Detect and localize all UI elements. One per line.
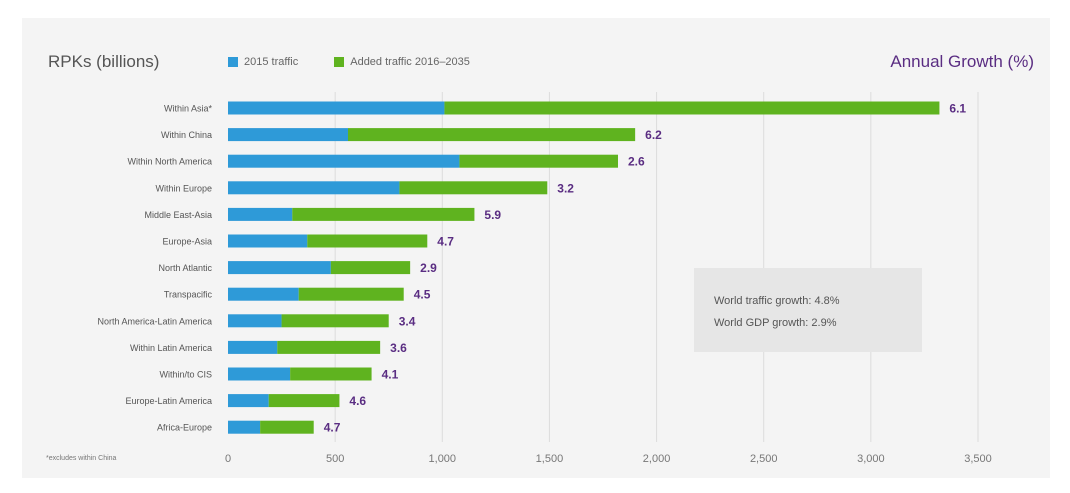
bar-segment-added — [290, 367, 372, 381]
y-axis-label: RPKs (billions) — [48, 52, 160, 71]
bar-segment-2015 — [228, 420, 261, 434]
bar-segment-2015 — [228, 314, 282, 328]
growth-label: 3.6 — [390, 341, 407, 355]
category-label: Transpacific — [164, 290, 213, 300]
x-tick-label: 1,000 — [429, 453, 457, 465]
bar-segment-added — [330, 261, 411, 275]
bar-segment-added — [444, 101, 940, 115]
bar-segment-added — [459, 154, 618, 168]
growth-label: 4.7 — [437, 235, 454, 249]
x-tick-label: 500 — [326, 453, 344, 465]
x-tick-label: 0 — [225, 453, 231, 465]
growth-label: 2.6 — [628, 155, 645, 169]
x-tick-label: 2,000 — [643, 453, 671, 465]
x-tick-label: 3,000 — [857, 453, 885, 465]
legend-swatch-added — [334, 57, 345, 67]
category-label: Within China — [161, 130, 212, 140]
category-label: Within North America — [127, 157, 212, 167]
category-label: Within Asia* — [164, 104, 213, 114]
growth-label: 6.1 — [949, 102, 966, 116]
growth-label: 4.6 — [349, 394, 366, 408]
category-label: Europe-Latin America — [125, 396, 212, 406]
x-tick-label: 1,500 — [536, 453, 564, 465]
category-label: North Atlantic — [158, 263, 212, 273]
category-label: North America-Latin America — [97, 316, 212, 326]
world-gdp-growth: World GDP growth: 2.9% — [714, 317, 837, 329]
bar-segment-2015 — [228, 261, 331, 275]
bar-segment-added — [399, 181, 548, 195]
bar-segment-2015 — [228, 234, 308, 248]
legend-item-added: Added traffic 2016–2035 — [334, 56, 470, 68]
bar-segment-added — [277, 340, 381, 354]
growth-label: 4.7 — [324, 421, 341, 435]
bar-segment-2015 — [228, 340, 278, 354]
bar-segment-2015 — [228, 207, 293, 221]
category-label: Within Europe — [155, 183, 212, 193]
footnote: *excludes within China — [46, 455, 117, 462]
growth-label: 3.4 — [399, 314, 416, 328]
bar-segment-added — [348, 128, 636, 142]
category-label: Africa-Europe — [157, 423, 212, 433]
bar-segment-added — [307, 234, 428, 248]
chart-card — [22, 18, 1050, 478]
category-label: Within/to CIS — [159, 370, 212, 380]
legend-item-2015: 2015 traffic — [228, 56, 298, 68]
bar-segment-added — [281, 314, 389, 328]
world-growth-box: World traffic growth: 4.8% World GDP gro… — [694, 268, 922, 352]
x-tick-label: 2,500 — [750, 453, 778, 465]
category-label: Within Latin America — [130, 343, 212, 353]
category-label: Middle East-Asia — [144, 210, 212, 220]
bar-segment-2015 — [228, 394, 269, 408]
x-tick-label: 3,500 — [964, 453, 992, 465]
legend: 2015 traffic Added traffic 2016–2035 — [228, 56, 496, 68]
bar-segment-2015 — [228, 367, 291, 381]
growth-label: 2.9 — [420, 261, 437, 275]
legend-label-2015: 2015 traffic — [244, 56, 299, 68]
legend-label-added: Added traffic 2016–2035 — [350, 56, 470, 68]
bar-segment-2015 — [228, 101, 445, 115]
annual-growth-title: Annual Growth (%) — [890, 52, 1034, 71]
legend-swatch-2015 — [228, 57, 238, 67]
growth-label: 4.1 — [382, 368, 399, 382]
growth-label: 6.2 — [645, 128, 662, 142]
growth-label: 5.9 — [484, 208, 501, 222]
bar-segment-2015 — [228, 287, 299, 301]
category-label: Europe-Asia — [162, 237, 212, 247]
bar-segment-2015 — [228, 128, 348, 142]
bar-segment-2015 — [228, 181, 400, 195]
growth-label: 4.5 — [414, 288, 431, 302]
bar-segment-2015 — [228, 154, 460, 168]
bar-segment-added — [260, 420, 314, 434]
world-traffic-growth: World traffic growth: 4.8% — [714, 295, 840, 307]
bar-segment-added — [298, 287, 404, 301]
bar-segment-added — [268, 394, 340, 408]
growth-label: 3.2 — [557, 181, 574, 195]
bar-segment-added — [292, 207, 475, 221]
